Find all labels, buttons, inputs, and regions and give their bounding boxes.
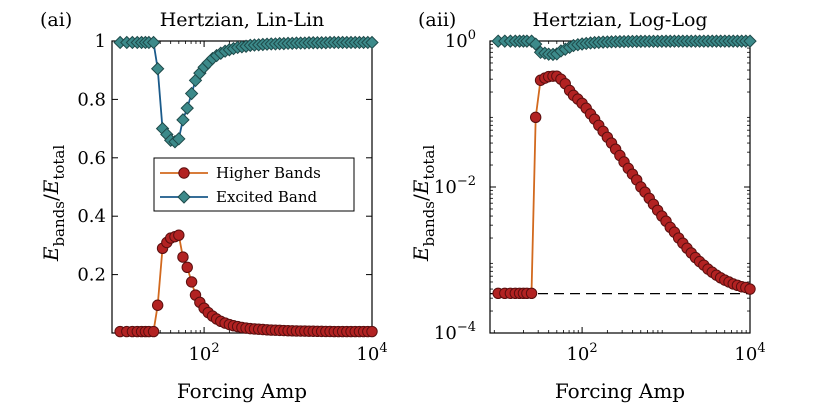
y-tick-label: 0.4	[77, 206, 106, 227]
excited-band-point	[146, 35, 161, 50]
y-tick-label: 10−4	[434, 320, 476, 344]
x-tick-label: 102	[566, 341, 597, 365]
legend-label: Excited Band	[216, 188, 318, 206]
higher-bands-line	[498, 75, 751, 295]
legend: Higher Bands Excited Band	[153, 157, 355, 212]
higher-bands-point	[366, 325, 378, 338]
svg-text:Ebands/Etotal: Ebands/Etotal	[39, 145, 68, 263]
higher-bands-point	[185, 276, 198, 288]
panel-label: (ai)	[40, 9, 72, 31]
excited-band-point	[150, 62, 165, 76]
higher-bands-point	[147, 325, 160, 338]
x-tick-label: 104	[734, 341, 765, 365]
excited-band-point	[176, 113, 190, 127]
panel-ai: (ai) Hertzian, Lin-Lin Ebands/Etotal For…	[39, 9, 388, 403]
legend-marker	[178, 167, 190, 179]
higher-bands-point	[173, 229, 185, 241]
y-tick-label: 0.2	[77, 265, 106, 286]
chart-title: Hertzian, Log-Log	[532, 9, 707, 31]
x-axis-label: Forcing Amp	[177, 379, 307, 403]
y-tick-label: 0.6	[77, 148, 106, 169]
panel-label: (aii)	[418, 9, 456, 31]
excited-band-point	[184, 86, 199, 101]
y-tick-label: 1	[95, 31, 106, 52]
x-tick-label: 102	[188, 341, 219, 365]
y-tick-label: 100	[445, 28, 476, 52]
y-axis-label: Ebands/Etotal	[409, 145, 438, 263]
legend-box	[153, 157, 355, 212]
excited-band-point	[528, 37, 543, 51]
higher-bands-point	[177, 251, 189, 263]
excited-band-point	[180, 101, 194, 115]
higher-bands-point	[529, 111, 542, 124]
y-axis-label: Ebands/Etotal	[39, 145, 68, 263]
excited-band-point	[365, 35, 379, 50]
higher-bands-point	[744, 283, 756, 295]
excited-band-point	[172, 132, 186, 146]
legend-marker	[177, 190, 191, 204]
y-label-sub1: bands	[50, 201, 68, 247]
higher-bands-point	[525, 287, 538, 299]
excited-band-point	[743, 34, 757, 48]
chart-title: Hertzian, Lin-Lin	[160, 9, 325, 31]
plot-area: 102 104 0.2 0.4 0.6 0.8 1 Higher Bands Excited B…	[77, 31, 387, 365]
higher-bands-point	[181, 261, 193, 273]
plot-area: 102 104 10−4 10−2 100	[434, 28, 766, 365]
legend-label: Higher Bands	[216, 164, 321, 182]
x-axis-label: Forcing Amp	[555, 379, 685, 403]
panel-aii: (aii) Hertzian, Log-Log Ebands/Etotal Fo…	[409, 9, 766, 403]
x-tick-label: 104	[356, 341, 387, 365]
y-tick-label: 0.8	[77, 89, 106, 110]
higher-bands-point	[151, 299, 164, 311]
y-tick-label: 10−2	[434, 174, 476, 198]
svg-text:Ebands/Etotal: Ebands/Etotal	[409, 145, 438, 263]
